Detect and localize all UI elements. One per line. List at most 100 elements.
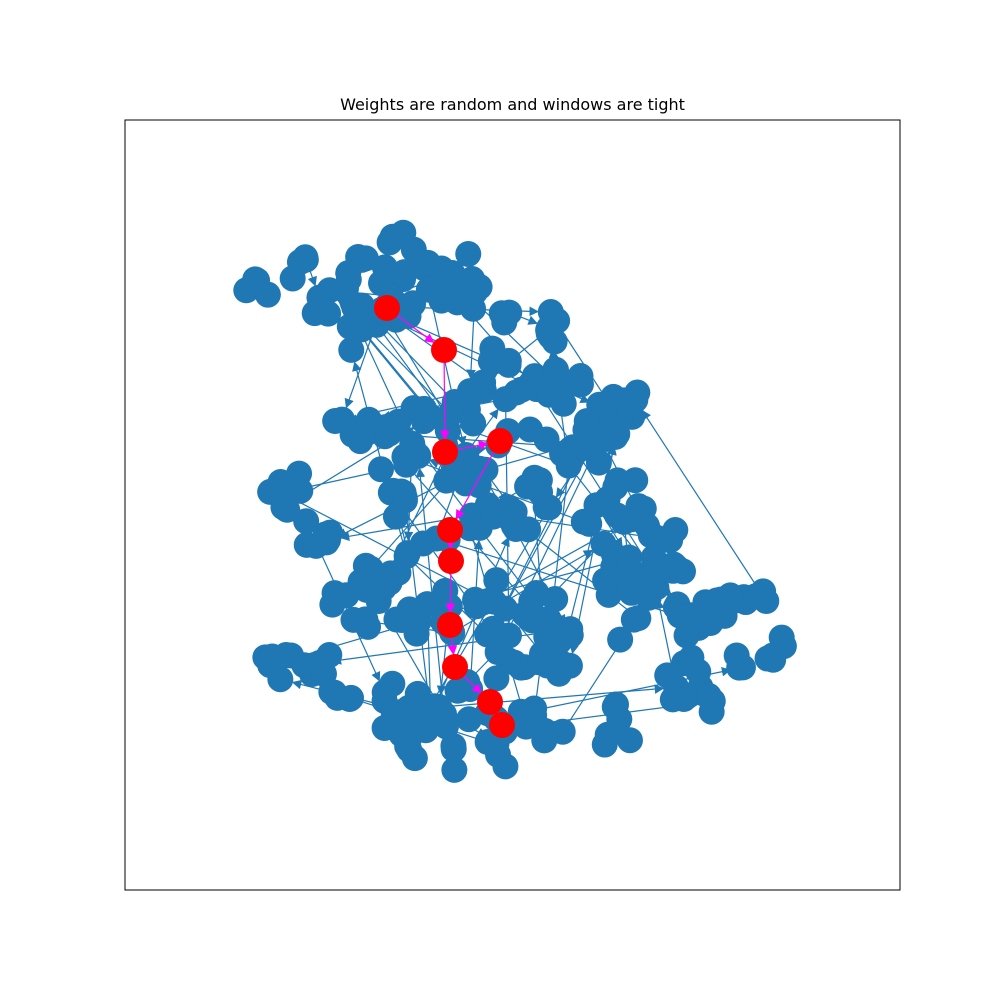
graph-node: [610, 508, 637, 535]
graph-node: [567, 363, 594, 390]
graph-node: [335, 260, 362, 287]
graph-node: [495, 647, 522, 674]
graph-node: [293, 508, 320, 535]
graph-node: [267, 666, 294, 693]
graph-node: [254, 281, 281, 308]
path-node: [437, 517, 463, 543]
graph-node: [410, 408, 437, 435]
path-edge-layer: [397, 315, 505, 724]
path-edge: [463, 675, 482, 694]
graph-node: [670, 686, 697, 713]
graph-node: [397, 722, 424, 749]
graph-node: [572, 416, 599, 443]
graph-node: [391, 487, 418, 514]
path-edge: [397, 315, 435, 344]
graph-node: [753, 588, 780, 615]
path-node: [489, 712, 515, 738]
graph-node: [479, 615, 506, 642]
graph-node: [491, 309, 518, 336]
graph-node: [480, 503, 507, 530]
path-node: [487, 428, 513, 454]
graph-edge: [278, 490, 495, 604]
graph-node: [259, 643, 286, 670]
graph-node: [336, 313, 363, 340]
graph-node: [453, 444, 480, 471]
path-node: [432, 439, 458, 465]
graph-node: [292, 246, 319, 273]
graph-node: [495, 351, 522, 378]
path-node: [442, 654, 468, 680]
graph-node: [518, 588, 545, 615]
graph-node: [321, 679, 348, 706]
graph-node: [533, 426, 560, 453]
graph-node: [635, 584, 662, 611]
graph-node: [440, 736, 467, 763]
graph-node: [410, 530, 437, 557]
path-node-layer: [374, 295, 515, 738]
graph-node: [454, 276, 481, 303]
graph-node: [622, 386, 649, 413]
graph-node: [685, 658, 712, 685]
graph-node: [287, 477, 314, 504]
path-node: [374, 295, 400, 321]
axes-frame: [124, 119, 901, 891]
graph-node: [622, 467, 649, 494]
graph-node: [536, 494, 563, 521]
path-node: [431, 337, 457, 363]
graph-node: [397, 445, 424, 472]
node-layer: [233, 219, 797, 783]
graph-node: [414, 249, 441, 276]
graph-node: [353, 576, 380, 603]
graph-node: [355, 555, 382, 582]
graph-node: [379, 670, 406, 697]
path-node: [438, 548, 464, 574]
graph-node: [654, 662, 681, 689]
graph-node: [431, 701, 458, 728]
graph-node: [660, 551, 687, 578]
figure-title: Weights are random and windows are tight: [340, 95, 685, 114]
graph-node: [591, 731, 618, 758]
graph-node: [306, 284, 333, 311]
graph-node: [536, 315, 563, 342]
path-node: [437, 612, 463, 638]
graph-node: [385, 559, 412, 586]
graph-node: [322, 408, 349, 435]
path-edge: [445, 573, 456, 614]
graph-node: [401, 745, 428, 772]
graph-node: [625, 605, 652, 632]
graph-node: [542, 586, 569, 613]
graph-node: [759, 642, 786, 669]
graph-node: [521, 363, 548, 390]
graph-node: [338, 336, 365, 363]
graph-node: [479, 335, 506, 362]
graph-node: [349, 423, 376, 450]
graph-node: [711, 602, 738, 629]
graph-edge: [548, 465, 570, 611]
graph-node: [483, 567, 510, 594]
graph-node: [437, 400, 464, 427]
graph-node: [531, 727, 558, 754]
graph-node: [543, 357, 570, 384]
graph-node: [386, 699, 413, 726]
graph-node: [352, 606, 379, 633]
graph-node: [333, 582, 360, 609]
graph-edge: [641, 409, 767, 602]
graph-node: [367, 456, 394, 483]
graph-node: [616, 727, 643, 754]
graph-node: [545, 660, 572, 687]
path-edge: [455, 452, 495, 520]
graph-node: [662, 517, 689, 544]
graph-node: [570, 508, 597, 535]
graph-node: [267, 468, 294, 495]
graph-node: [414, 591, 441, 618]
graph-node: [390, 266, 417, 293]
graph-node: [673, 622, 700, 649]
graph-node: [274, 496, 301, 523]
graph-node: [601, 693, 628, 720]
path-node: [477, 689, 503, 715]
graph-node: [515, 516, 542, 543]
graph-node: [607, 626, 634, 653]
graph-node: [717, 582, 744, 609]
graph-node: [729, 654, 756, 681]
